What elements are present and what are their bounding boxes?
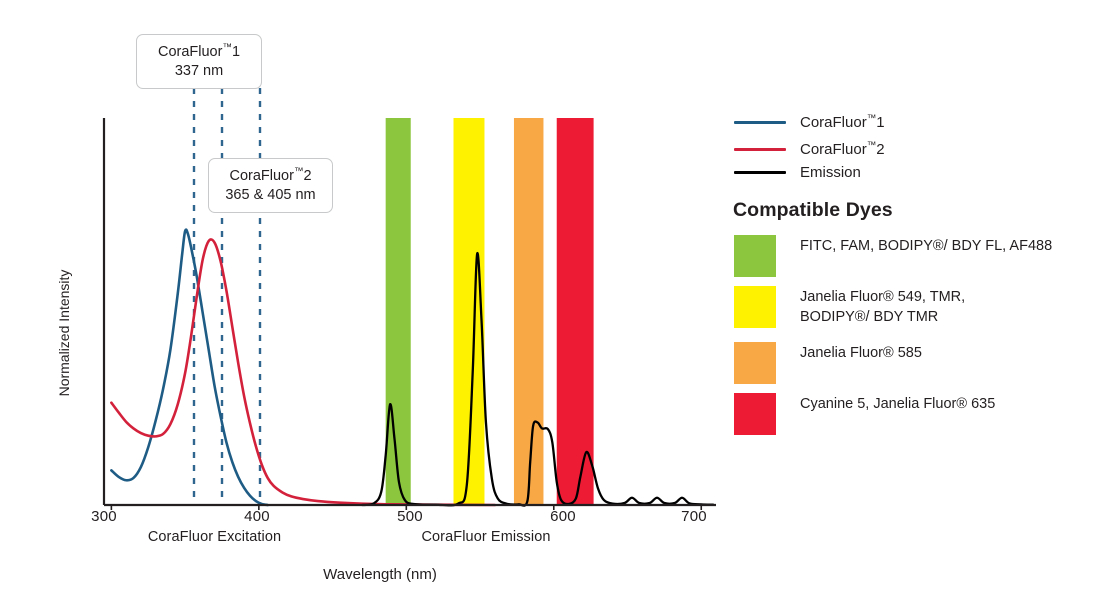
x-tick-label-300: 300 bbox=[91, 508, 117, 525]
callout-corafluor1-line2: 337 nm bbox=[174, 62, 224, 79]
x-tick-label-400: 400 bbox=[244, 508, 270, 525]
dye-label-cyanine5: Cyanine 5, Janelia Fluor® 635 bbox=[800, 396, 996, 412]
legend-panel: CoraFluor™1 CoraFluor™2 Emission Compati… bbox=[730, 0, 1110, 612]
emission-filter-bands bbox=[385, 118, 594, 505]
legend-line-swatch-corafluor2 bbox=[734, 147, 786, 151]
emission-range-label: CoraFluor Emission bbox=[421, 529, 551, 545]
legend-line-label-corafluor2: CoraFluor™2 bbox=[800, 140, 885, 158]
dye-row-fitc: FITC, FAM, BODIPY®/ BDY FL, AF488 bbox=[734, 235, 1052, 277]
plot-axes bbox=[102, 118, 716, 507]
legend-line-corafluor1: CoraFluor™1 bbox=[734, 111, 885, 133]
emission-band bbox=[513, 118, 544, 505]
dye-swatch-green bbox=[734, 235, 776, 277]
legend-line-corafluor2: CoraFluor™2 bbox=[734, 138, 885, 160]
legend-line-emission: Emission bbox=[734, 161, 861, 183]
excitation-marker-lines bbox=[192, 88, 262, 505]
excitation-range-label: CoraFluor Excitation bbox=[147, 529, 282, 545]
dye-label-janelia549: Janelia Fluor® 549, TMR, BODIPY®/ BDY TM… bbox=[800, 289, 966, 325]
x-axis-ticks bbox=[110, 505, 703, 510]
callout-corafluor2-line2: 365 & 405 nm bbox=[225, 186, 316, 203]
curve-excitation bbox=[110, 238, 497, 507]
legend-line-label-corafluor1: CoraFluor™1 bbox=[800, 113, 885, 131]
dye-swatch-red bbox=[734, 393, 776, 435]
spectrum-svg bbox=[102, 88, 716, 510]
x-tick-label-600: 600 bbox=[550, 508, 576, 525]
legend-line-label-emission: Emission bbox=[800, 163, 861, 181]
callout-corafluor1: CoraFluor™1 337 nm bbox=[136, 34, 262, 90]
emission-band bbox=[556, 118, 594, 505]
dye-label-fitc: FITC, FAM, BODIPY®/ BDY FL, AF488 bbox=[800, 238, 1053, 254]
spectral-curves bbox=[110, 228, 715, 507]
callout-corafluor2-line1: CoraFluor™2 bbox=[229, 166, 312, 184]
legend-line-swatch-emission bbox=[734, 170, 786, 174]
legend-line-swatch-corafluor1 bbox=[734, 120, 786, 124]
dye-row-cyanine5: Cyanine 5, Janelia Fluor® 635 bbox=[734, 393, 995, 435]
compatible-dyes-heading: Compatible Dyes bbox=[733, 199, 893, 221]
callout-corafluor1-line1: CoraFluor™1 bbox=[157, 42, 241, 60]
dye-label-janelia585: Janelia Fluor® 585 bbox=[800, 345, 922, 361]
curve-excitation bbox=[110, 228, 269, 507]
dye-swatch-yellow bbox=[734, 286, 776, 328]
y-axis-title: Normalized Intensity bbox=[56, 269, 72, 397]
x-tick-label-500: 500 bbox=[397, 508, 423, 525]
callout-corafluor2: CoraFluor™2 365 & 405 nm bbox=[208, 158, 333, 214]
emission-band bbox=[385, 118, 411, 505]
x-tick-label-700: 700 bbox=[681, 508, 707, 525]
dye-swatch-orange bbox=[734, 342, 776, 384]
chart-plot-area: 300 400 500 600 700 CoraFluor Excitation… bbox=[56, 34, 716, 583]
dye-row-janelia585: Janelia Fluor® 585 bbox=[734, 342, 922, 384]
x-axis-title: Wavelength (nm) bbox=[323, 566, 437, 583]
dye-row-janelia549: Janelia Fluor® 549, TMR, BODIPY®/ BDY TM… bbox=[734, 286, 965, 328]
